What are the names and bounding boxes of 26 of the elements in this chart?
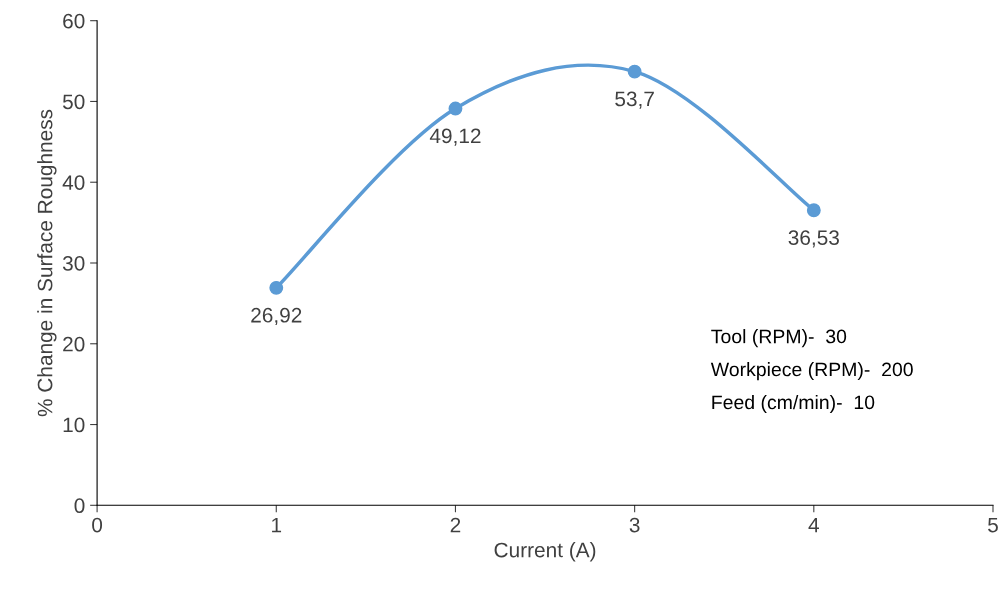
x-tick-label: 2 (450, 517, 461, 533)
y-tick-label: 30 (62, 256, 85, 271)
y-tick-label: 20 (63, 336, 85, 352)
x-axis-title: Current (A) (494, 542, 596, 562)
point (627, 64, 642, 79)
x-tick-label: 1 (272, 517, 282, 533)
y-tick-label: 40 (62, 175, 85, 190)
y-axis-title: % Change in Surface Roughness (37, 109, 57, 417)
data-label: 53,7 (615, 91, 654, 109)
x-tick-label: 5 (988, 517, 998, 533)
x-tick-label: 0 (92, 517, 103, 533)
data-label: 26,92 (251, 307, 302, 326)
x-tick-label: 3 (629, 517, 640, 533)
x-tick-label: 4 (808, 517, 819, 533)
y-tick-label: 50 (62, 94, 85, 110)
y-tick-label: 0 (74, 498, 85, 514)
point (806, 203, 821, 218)
annotation: Feed (cm/min)- 10 (712, 394, 875, 414)
data-label: 36,53 (788, 230, 839, 248)
annotation: Tool (RPM)- 30 (711, 329, 847, 348)
point (448, 101, 463, 116)
data-label: 49,12 (429, 128, 481, 146)
annotation: Workpiece (RPM)- 200 (710, 362, 913, 381)
y-tick-label: 60 (63, 13, 85, 29)
point (269, 280, 284, 295)
y-tick-label: 10 (63, 417, 85, 433)
